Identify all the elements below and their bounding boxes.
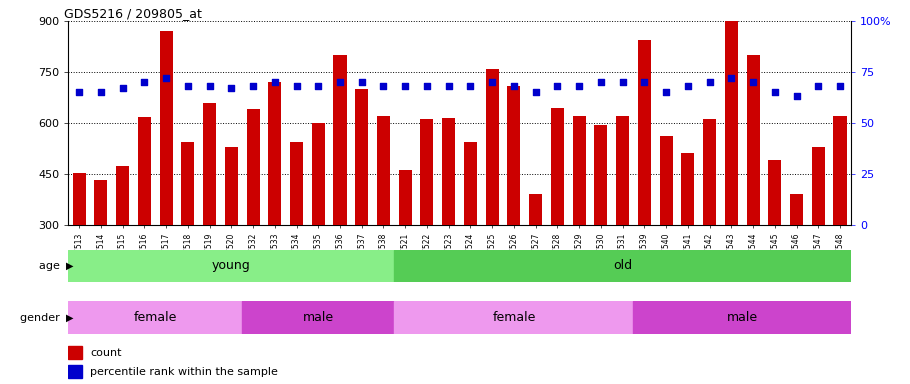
- Bar: [572, 116, 586, 225]
- Bar: [73, 173, 86, 225]
- Bar: [116, 166, 129, 225]
- Bar: [333, 55, 347, 225]
- Point: [72, 89, 86, 96]
- Bar: [68, 250, 394, 282]
- Bar: [377, 116, 390, 225]
- Bar: [68, 346, 82, 359]
- Point: [529, 89, 543, 96]
- Point: [354, 79, 369, 85]
- Bar: [399, 170, 411, 225]
- Text: old: old: [613, 260, 632, 272]
- Bar: [594, 124, 607, 225]
- Bar: [633, 301, 851, 334]
- Point: [833, 83, 847, 89]
- Text: gender: gender: [20, 313, 64, 323]
- Bar: [203, 103, 216, 225]
- Bar: [508, 86, 521, 225]
- Bar: [790, 194, 803, 225]
- Point: [659, 89, 673, 96]
- Bar: [638, 40, 651, 225]
- Text: GDS5216 / 209805_at: GDS5216 / 209805_at: [65, 7, 202, 20]
- Text: count: count: [90, 348, 122, 358]
- Point: [593, 79, 608, 85]
- Point: [485, 79, 500, 85]
- Point: [94, 89, 108, 96]
- Bar: [225, 147, 238, 225]
- Bar: [394, 250, 851, 282]
- Bar: [242, 301, 394, 334]
- Text: female: female: [134, 311, 177, 324]
- Bar: [616, 116, 629, 225]
- Text: young: young: [212, 260, 250, 272]
- Point: [311, 83, 326, 89]
- Text: age: age: [39, 261, 64, 271]
- Point: [507, 83, 521, 89]
- Point: [202, 83, 217, 89]
- Bar: [68, 301, 242, 334]
- Bar: [68, 365, 82, 378]
- Point: [724, 75, 739, 81]
- Point: [246, 83, 260, 89]
- Point: [615, 79, 630, 85]
- Point: [268, 79, 282, 85]
- Bar: [312, 123, 325, 225]
- Point: [180, 83, 195, 89]
- Point: [116, 85, 130, 91]
- Bar: [159, 31, 173, 225]
- Point: [463, 83, 478, 89]
- Bar: [137, 117, 151, 225]
- Bar: [834, 116, 846, 225]
- Bar: [95, 180, 107, 225]
- Point: [811, 83, 825, 89]
- Point: [703, 79, 717, 85]
- Bar: [442, 118, 455, 225]
- Point: [681, 83, 695, 89]
- Point: [550, 83, 564, 89]
- Bar: [394, 301, 633, 334]
- Point: [571, 83, 586, 89]
- Bar: [551, 108, 564, 225]
- Point: [637, 79, 652, 85]
- Text: male: male: [303, 311, 334, 324]
- Point: [420, 83, 434, 89]
- Bar: [703, 119, 716, 225]
- Bar: [724, 4, 738, 225]
- Point: [398, 83, 412, 89]
- Bar: [529, 194, 542, 225]
- Bar: [290, 142, 303, 225]
- Text: percentile rank within the sample: percentile rank within the sample: [90, 367, 278, 377]
- Text: ▶: ▶: [66, 261, 73, 271]
- Point: [224, 85, 238, 91]
- Point: [767, 89, 782, 96]
- Point: [376, 83, 390, 89]
- Point: [441, 83, 456, 89]
- Bar: [464, 142, 477, 225]
- Point: [745, 79, 760, 85]
- Bar: [268, 82, 281, 225]
- Point: [137, 79, 152, 85]
- Bar: [355, 89, 369, 225]
- Bar: [682, 154, 694, 225]
- Bar: [768, 160, 782, 225]
- Text: female: female: [492, 311, 536, 324]
- Point: [789, 93, 804, 99]
- Point: [289, 83, 304, 89]
- Bar: [247, 109, 259, 225]
- Text: male: male: [726, 311, 758, 324]
- Point: [333, 79, 348, 85]
- Bar: [660, 136, 672, 225]
- Text: ▶: ▶: [66, 313, 73, 323]
- Bar: [181, 142, 195, 225]
- Point: [158, 75, 173, 81]
- Bar: [746, 55, 760, 225]
- Bar: [812, 147, 824, 225]
- Bar: [420, 119, 433, 225]
- Bar: [486, 69, 499, 225]
